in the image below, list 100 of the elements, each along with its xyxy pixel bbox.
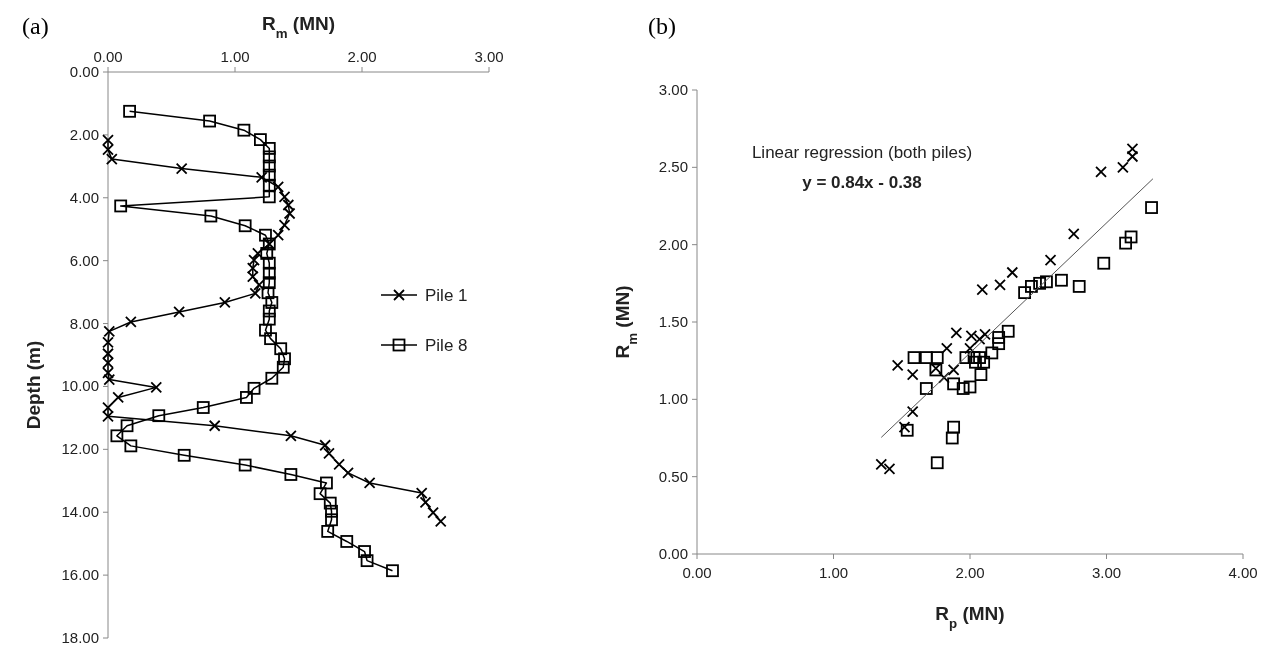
point: [321, 525, 335, 538]
point: [319, 439, 332, 452]
point: [950, 326, 963, 339]
point: [262, 276, 276, 290]
x-tick-label: 1.00: [220, 48, 250, 65]
point: [1116, 161, 1129, 174]
point: [237, 123, 251, 137]
point: [262, 190, 276, 204]
point: [249, 287, 262, 300]
point: [333, 458, 346, 471]
point: [274, 342, 288, 356]
point: [1126, 150, 1139, 163]
y-tick-label: 18.00: [61, 629, 99, 646]
y-tick-label: 8.00: [69, 314, 99, 332]
point: [323, 496, 337, 510]
point: [1001, 324, 1015, 338]
point: [358, 545, 371, 558]
point: [964, 342, 976, 355]
point: [930, 456, 944, 470]
point: [262, 168, 276, 182]
point: [938, 371, 950, 384]
point: [1055, 273, 1068, 287]
point: [985, 346, 999, 360]
point: [123, 104, 136, 118]
point: [994, 278, 1006, 291]
point: [262, 256, 276, 270]
point: [102, 410, 114, 423]
point: [906, 368, 919, 381]
point: [947, 420, 961, 434]
point: [1145, 201, 1158, 214]
y-tick-label: 6.00: [69, 251, 99, 269]
y-tick-label: 16.00: [61, 566, 99, 584]
point: [284, 429, 297, 442]
point: [325, 504, 338, 518]
point: [262, 312, 276, 326]
point: [1067, 227, 1080, 240]
point: [434, 515, 447, 528]
point: [278, 352, 291, 366]
point: [262, 178, 276, 192]
point: [175, 162, 188, 175]
point: [979, 328, 991, 341]
legend-label: Pile 1: [425, 286, 468, 305]
point: [342, 467, 354, 479]
point: [177, 448, 191, 462]
point: [120, 419, 134, 433]
point: [262, 304, 276, 318]
y-tick-label: 4.00: [69, 188, 99, 206]
y-axis-title: Depth (m): [23, 340, 44, 430]
x-tick-label: 1.00: [818, 564, 849, 581]
point: [1119, 236, 1133, 250]
x-tick-label: 0.00: [682, 564, 712, 581]
point: [325, 513, 338, 527]
point: [265, 296, 279, 309]
legend-label: Pile 8: [425, 336, 468, 355]
point: [967, 351, 981, 364]
point: [238, 458, 252, 472]
point: [959, 351, 973, 364]
point: [278, 219, 291, 232]
point: [173, 306, 186, 318]
point: [278, 190, 291, 203]
point: [264, 332, 277, 346]
point: [919, 351, 933, 364]
point: [323, 447, 335, 460]
point: [253, 278, 266, 291]
point: [204, 209, 218, 223]
point: [251, 247, 264, 260]
point: [282, 199, 295, 211]
point: [947, 377, 961, 391]
point: [248, 254, 260, 266]
point: [956, 382, 970, 395]
point: [320, 476, 333, 490]
point: [218, 296, 231, 309]
point: [360, 554, 374, 568]
point: [1095, 166, 1107, 178]
y-tick-label: 14.00: [61, 503, 99, 521]
point: [102, 356, 114, 369]
point: [254, 133, 267, 147]
annotation: Linear regression (both piles): [751, 143, 973, 162]
point: [262, 266, 276, 280]
point: [105, 153, 118, 165]
point: [340, 535, 354, 548]
point: [102, 143, 114, 156]
point: [150, 381, 163, 394]
point: [272, 180, 285, 193]
point: [259, 323, 272, 337]
point: [907, 351, 921, 364]
point: [930, 351, 944, 364]
point: [883, 463, 896, 475]
point: [276, 360, 290, 374]
point: [415, 487, 428, 499]
point: [262, 142, 276, 155]
point: [1044, 254, 1057, 267]
annotation: y = 0.84x - 0.38: [802, 173, 922, 192]
point: [262, 150, 276, 164]
chart-title: (b): [648, 13, 676, 39]
y-tick-label: 0.50: [658, 467, 688, 485]
y-tick-label: 12.00: [61, 440, 99, 458]
point: [940, 342, 953, 355]
y-tick-label: 2.00: [69, 125, 99, 143]
point: [247, 381, 261, 395]
